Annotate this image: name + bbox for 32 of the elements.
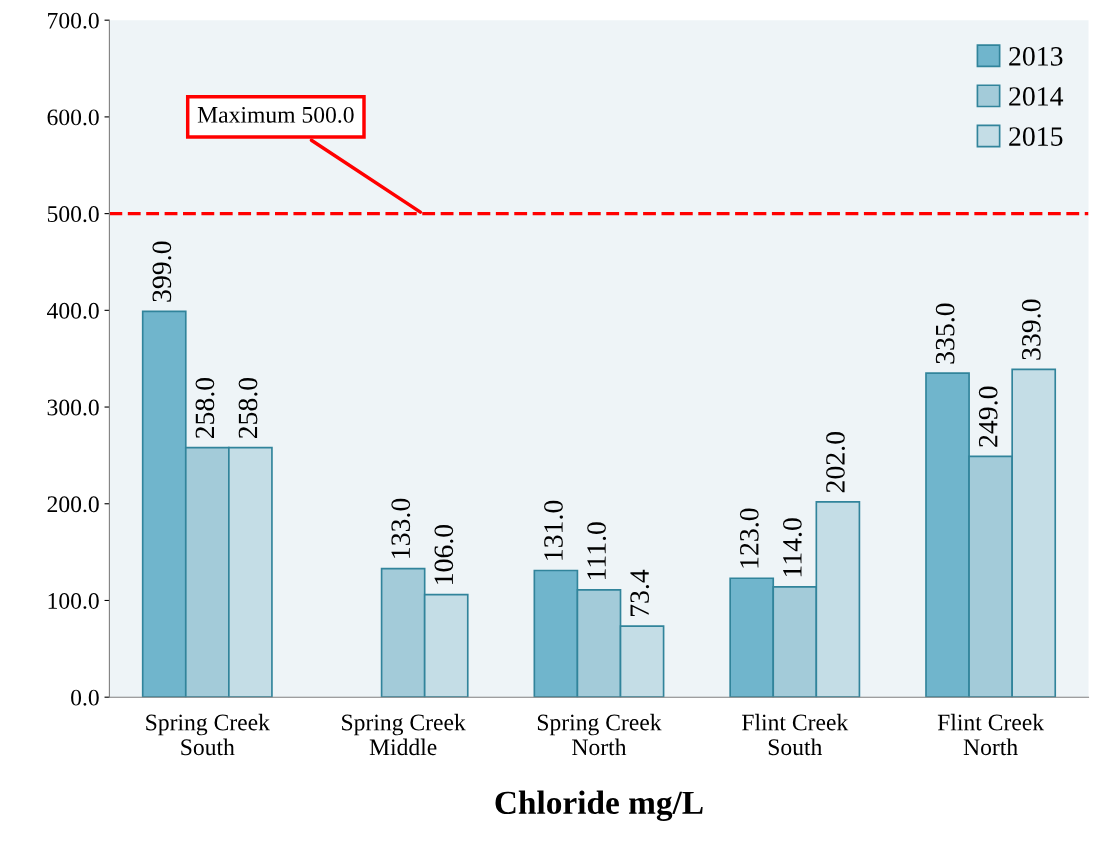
y-tick-label: 400.0 <box>47 302 99 319</box>
y-tick-label: 700.0 <box>48 12 99 29</box>
legend-label: 2013 <box>1009 46 1063 66</box>
y-tick-label: 0.0 <box>71 689 99 706</box>
y-tick-label: 300.0 <box>47 399 99 416</box>
data-label: 249.0 <box>978 386 998 447</box>
data-label: 258.0 <box>238 377 258 439</box>
x-axis-title: Chloride mg/L <box>495 790 703 822</box>
data-label: 73.4 <box>630 569 650 617</box>
data-label: 114.0 <box>783 518 802 577</box>
data-label: 131.0 <box>544 500 563 560</box>
data-label: 339.0 <box>1021 299 1041 360</box>
x-tick-label: Spring Creek Middle <box>342 713 466 756</box>
data-label: 106.0 <box>434 524 454 584</box>
data-label: 202.0 <box>826 432 845 493</box>
legend-label: 2015 <box>1009 127 1063 146</box>
data-label: 258.0 <box>195 377 215 439</box>
x-tick-label: Spring Creek North <box>537 713 662 756</box>
x-tick-label: Flint Creek North <box>937 713 1045 756</box>
data-label: 133.0 <box>391 498 411 558</box>
y-tick-label: 500.0 <box>47 206 99 223</box>
x-tick-label: Spring Creek South <box>146 713 270 756</box>
y-tick-label: 200.0 <box>47 496 99 513</box>
y-tick-label: 100.0 <box>48 592 99 609</box>
x-tick-label: Flint Creek South <box>742 713 849 756</box>
y-tick-label: 600.0 <box>47 109 99 126</box>
data-label: 111.0 <box>587 522 607 580</box>
data-label: 123.0 <box>739 508 759 568</box>
ref-line-label: Maximum 500.0 <box>197 106 354 123</box>
data-label: 399.0 <box>152 241 172 302</box>
data-label: 335.0 <box>935 303 955 364</box>
legend-label: 2014 <box>1009 87 1064 106</box>
